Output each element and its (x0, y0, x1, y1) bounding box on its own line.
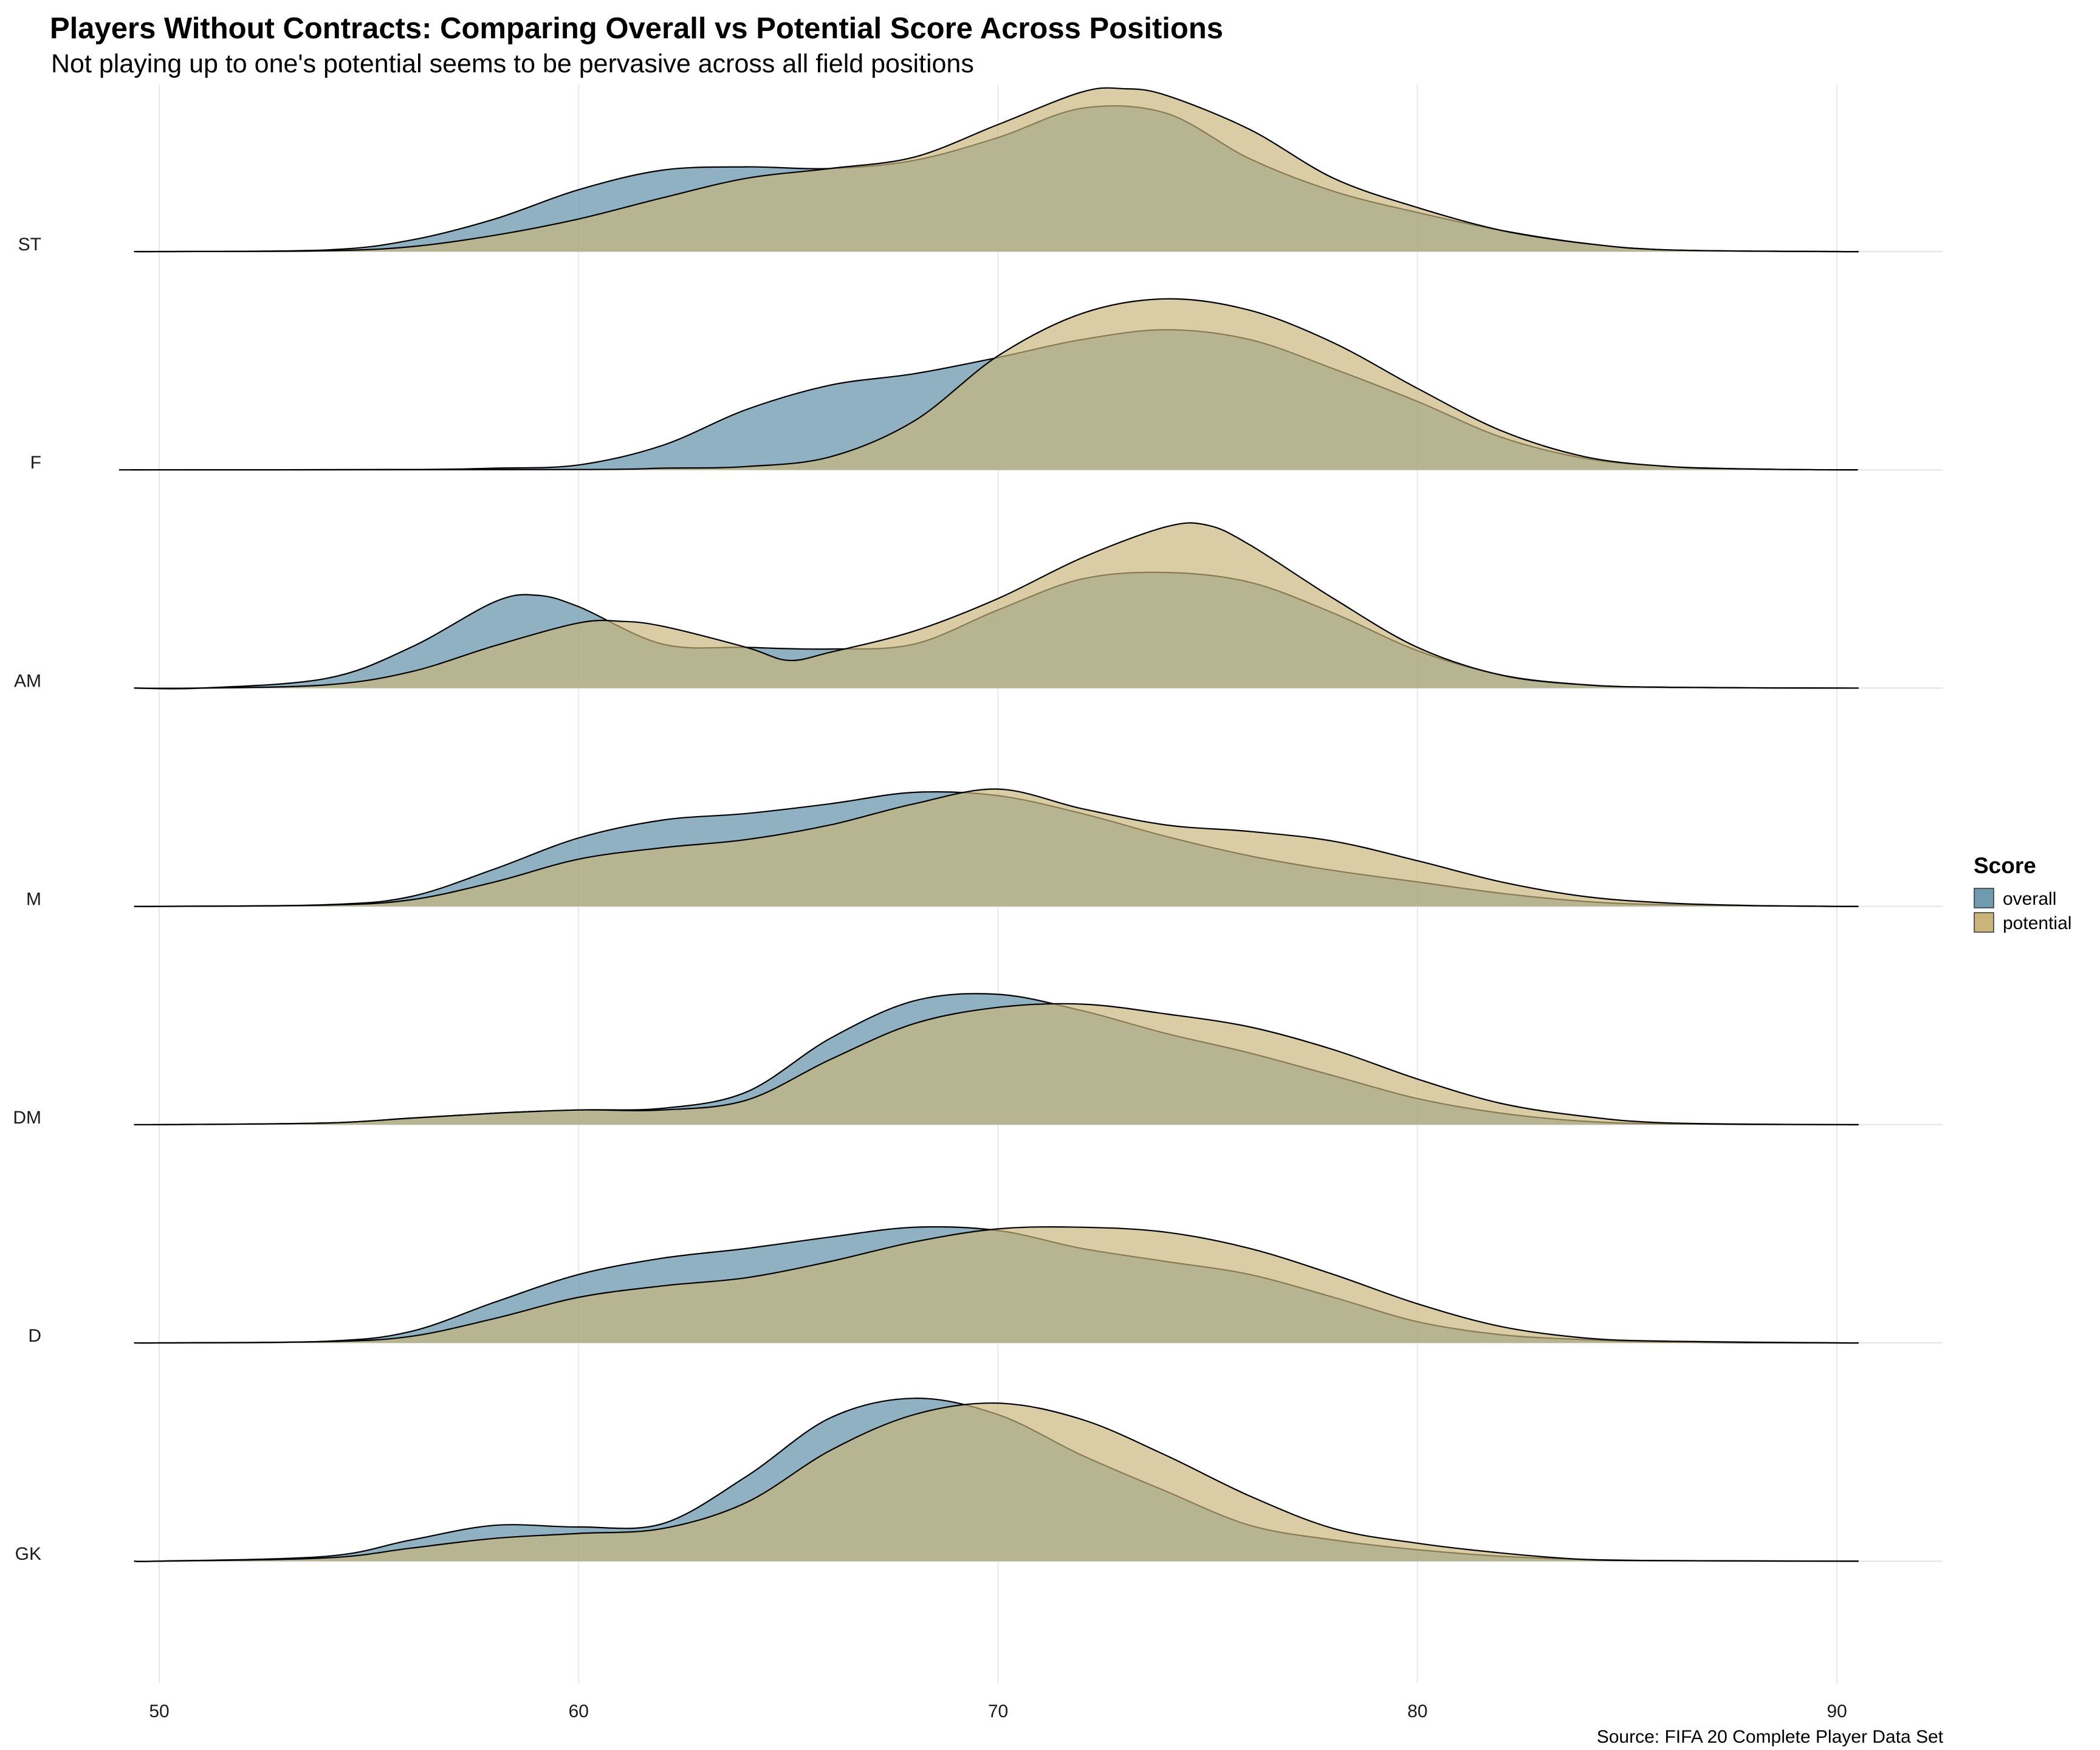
legend-swatch-overall (1974, 888, 1994, 908)
ridge-dm (134, 993, 1859, 1126)
ridge-st (134, 87, 1859, 253)
y-label-d: D (28, 1326, 41, 1346)
density-line-potential-f (118, 298, 1858, 471)
y-label-gk: GK (15, 1544, 41, 1564)
x-tick-label: 70 (988, 1701, 1008, 1721)
ridge-m (134, 788, 1859, 907)
density-line-potential-m (134, 788, 1858, 907)
y-label-dm: DM (13, 1108, 41, 1128)
y-label-f: F (30, 453, 41, 473)
y-label-m: M (26, 890, 41, 910)
chart-title: Players Without Contracts: Comparing Ove… (50, 12, 1223, 45)
y-label-am: AM (14, 671, 41, 691)
chart-caption: Source: FIFA 20 Complete Player Data Set (1597, 1727, 1944, 1747)
density-area-potential-dm (134, 1003, 1858, 1125)
density-line-potential-st (134, 87, 1859, 253)
density-area-potential-m (134, 789, 1858, 907)
legend: Score overall potential (1974, 853, 2071, 933)
x-tick-label: 90 (1827, 1701, 1847, 1721)
x-axis-labels: 50 60 70 80 90 (149, 1701, 1847, 1721)
x-tick-label: 80 (1407, 1701, 1427, 1721)
density-ridges (118, 87, 1859, 1562)
ridge-f (118, 298, 1858, 471)
density-line-potential-d (134, 1226, 1859, 1344)
legend-title: Score (1974, 853, 2036, 878)
density-area-potential-st (134, 88, 1858, 252)
density-area-potential-f (119, 298, 1858, 470)
legend-swatch-potential (1974, 912, 1994, 933)
ridge-am (134, 522, 1859, 690)
density-line-potential-am (134, 522, 1859, 689)
chart-subtitle: Not playing up to one's potential seems … (51, 49, 974, 78)
ridge-d (134, 1226, 1859, 1344)
density-line-potential-dm (134, 1003, 1859, 1126)
density-area-potential-gk (134, 1403, 1858, 1562)
density-line-potential-gk (134, 1402, 1859, 1562)
x-tick-label: 60 (569, 1701, 589, 1721)
density-area-potential-d (134, 1227, 1858, 1343)
x-tick-label: 50 (149, 1701, 169, 1721)
density-area-potential-am (134, 523, 1858, 688)
legend-label-potential: potential (2003, 913, 2071, 933)
ridge-gk (134, 1398, 1859, 1562)
y-label-st: ST (18, 235, 41, 255)
y-axis-labels: ST F AM M DM D GK (13, 235, 41, 1564)
legend-label-overall: overall (2003, 889, 2056, 909)
